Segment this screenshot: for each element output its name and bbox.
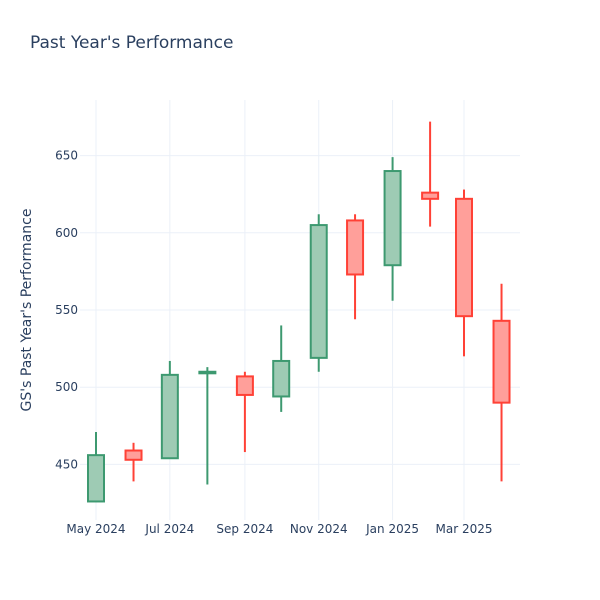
x-tick-label: Jan 2025: [365, 522, 419, 536]
candle-body-decreasing: [124, 449, 143, 461]
candle-body-decreasing: [346, 219, 365, 276]
candle-body-increasing: [87, 454, 105, 503]
x-tick-label: Mar 2025: [436, 522, 493, 536]
candle-body-decreasing: [492, 319, 511, 404]
candle-body-increasing: [160, 373, 179, 460]
candle-body-decreasing: [235, 375, 254, 396]
chart-title: Past Year's Performance: [30, 33, 234, 53]
candle-body-increasing: [383, 170, 402, 267]
x-tick-label: Sep 2024: [216, 522, 273, 536]
y-tick-label: 500: [55, 380, 78, 394]
y-tick-label: 550: [55, 303, 78, 317]
candle-body-decreasing: [455, 197, 473, 318]
y-tick-label: 600: [55, 226, 78, 240]
y-tick-label: 450: [55, 457, 78, 471]
candle-body-decreasing: [421, 191, 440, 200]
candle-body-increasing: [309, 224, 328, 359]
x-tick-label: Jul 2024: [144, 522, 194, 536]
candle-body-increasing: [272, 359, 291, 398]
x-tick-label: May 2024: [66, 522, 125, 536]
x-tick-label: Nov 2024: [290, 522, 348, 536]
candle-body-increasing: [198, 370, 217, 375]
y-tick-label: 650: [55, 149, 78, 163]
